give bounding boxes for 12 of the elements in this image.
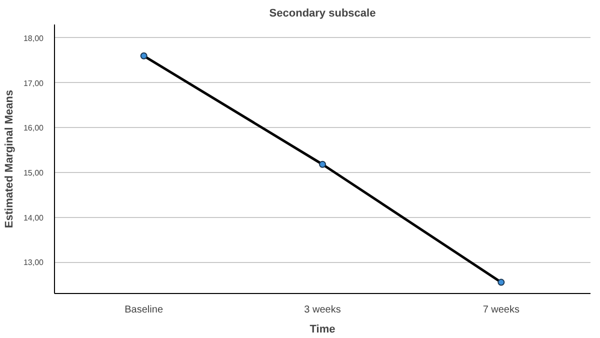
x-tick-label: Baseline [124, 304, 164, 316]
y-tick-label: 14,00 [23, 213, 44, 222]
y-tick-label: 16,00 [23, 124, 44, 133]
x-tick-label: 7 weeks [482, 304, 520, 316]
y-tick-label: 13,00 [23, 258, 44, 268]
x-axis-title: Time [310, 324, 336, 336]
x-tick-label: 3 weeks [304, 304, 341, 316]
chart-title: Secondary subscale [269, 8, 376, 20]
y-tick-label: 15,00 [23, 168, 44, 178]
y-axis-title: Estimated Marginal Means [3, 90, 16, 228]
y-tick-label: 17,00 [23, 78, 44, 88]
y-tick-label: 18,00 [23, 34, 44, 43]
